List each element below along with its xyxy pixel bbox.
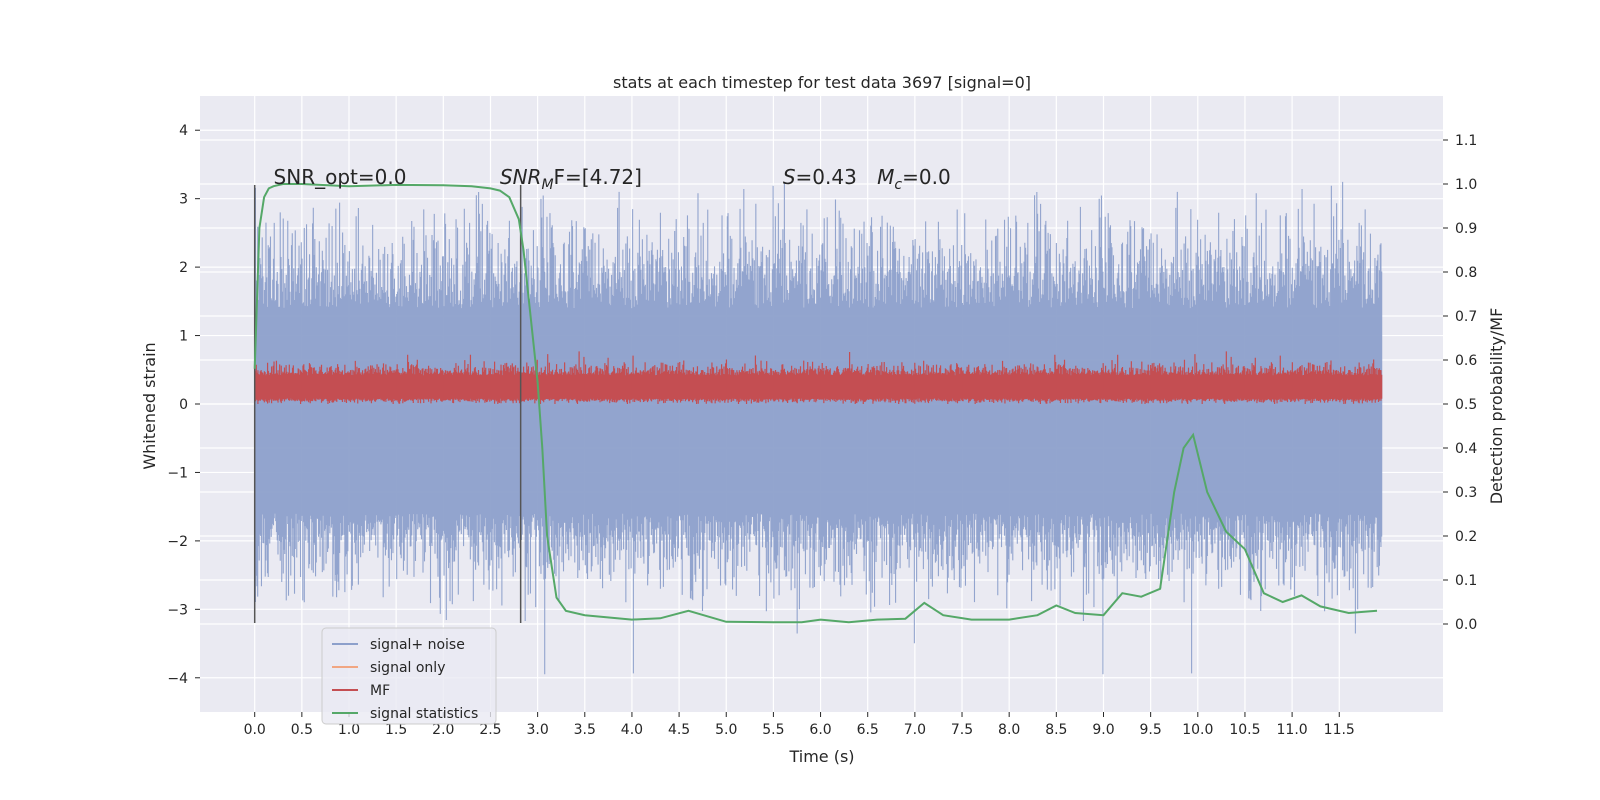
right-tick-label: 0.7 (1455, 309, 1477, 325)
annotation: Mc=0.0 (877, 165, 951, 193)
x-tick-label: 0.0 (244, 722, 266, 738)
x-tick-label: 5.5 (762, 722, 784, 738)
x-tick-label: 8.0 (998, 722, 1020, 738)
left-tick-label: −1 (167, 465, 188, 481)
x-tick-label: 10.5 (1229, 722, 1260, 738)
annotation-label: M (877, 165, 894, 189)
x-tick-label: 7.5 (951, 722, 973, 738)
left-tick-label: −2 (167, 534, 188, 550)
right-axis-label: Detection probability/MF (1487, 308, 1506, 505)
right-tick-label: 0.0 (1455, 617, 1477, 633)
x-tick-label: 11.5 (1324, 722, 1355, 738)
right-tick-label: 0.4 (1455, 441, 1477, 457)
annotation-label: SNR_opt=0.0 (274, 165, 407, 189)
right-tick-label: 0.8 (1455, 265, 1477, 281)
right-tick-label: 0.6 (1455, 353, 1477, 369)
left-tick-label: 2 (179, 260, 188, 276)
chart-title: stats at each timestep for test data 369… (613, 73, 1031, 92)
right-tick-label: 0.1 (1455, 573, 1477, 589)
x-tick-label: 1.0 (338, 722, 360, 738)
left-tick-label: −3 (167, 602, 188, 618)
left-tick-label: −4 (167, 671, 188, 687)
legend-entry: MF (370, 683, 390, 699)
x-tick-label: 10.0 (1182, 722, 1213, 738)
right-tick-label: 0.9 (1455, 221, 1477, 237)
legend: signal+ noise signal only MF signal statist… (321, 627, 497, 725)
left-tick-label: 3 (179, 192, 188, 208)
left-axis-label: Whitened strain (140, 342, 159, 469)
right-tick-label: 0.5 (1455, 397, 1477, 413)
annotation-subscript: M (541, 177, 553, 193)
x-axis-label: Time (s) (788, 747, 854, 766)
x-tick-label: 9.5 (1140, 722, 1162, 738)
legend-box (321, 627, 497, 725)
x-tick-label: 2.0 (432, 722, 454, 738)
annotation-value: =0.43 (796, 165, 857, 189)
annotation-value: F=[4.72] (554, 165, 642, 189)
x-tick-label: 3.0 (526, 722, 548, 738)
x-tick-label: 7.0 (904, 722, 926, 738)
x-axis-ticks: 0.0 0.5 1.0 1.5 2.0 2.5 3.0 3.5 4.0 4.5 5.0 5.5 6.0 6… (244, 712, 1355, 738)
x-tick-label: 4.5 (668, 722, 690, 738)
x-tick-label: 8.5 (1045, 722, 1067, 738)
legend-entry: signal+ noise (370, 637, 465, 653)
x-tick-label: 11.0 (1277, 722, 1308, 738)
x-tick-label: 6.0 (809, 722, 831, 738)
x-tick-label: 4.0 (621, 722, 643, 738)
annotation: SNR_opt=0.0 (274, 165, 407, 189)
x-tick-label: 0.5 (291, 722, 313, 738)
legend-entry: signal statistics (370, 706, 478, 722)
annotation-label: S (783, 165, 796, 189)
left-tick-label: 0 (179, 397, 188, 413)
annotation: S=0.43 (783, 165, 857, 189)
x-tick-label: 1.5 (385, 722, 407, 738)
x-tick-label: 9.0 (1092, 722, 1114, 738)
right-axis-ticks: 1.1 1.0 0.9 0.8 0.7 0.6 0.5 0.4 0.3 0.2 0.1 0.0 (1443, 133, 1477, 633)
left-tick-label: 4 (179, 123, 188, 139)
annotation: SNRMF=[4.72] (500, 165, 642, 193)
left-tick-label: 1 (179, 329, 188, 345)
x-tick-label: 6.5 (857, 722, 879, 738)
right-tick-label: 1.0 (1455, 177, 1477, 193)
right-tick-label: 0.2 (1455, 529, 1477, 545)
x-tick-label: 5.0 (715, 722, 737, 738)
legend-entry: signal only (370, 660, 445, 676)
left-axis-ticks: 4 3 2 1 0 −1 −2 −3 −4 (167, 123, 200, 687)
series-signal-statistics (253, 183, 1378, 624)
x-tick-label: 2.5 (479, 722, 501, 738)
annotations: SNR_opt=0.0 SNRMF=[4.72] S=0.43 Mc=0.0 (274, 165, 951, 193)
annotation-value: =0.0 (902, 165, 951, 189)
right-tick-label: 0.3 (1455, 485, 1477, 501)
vertical-lines (253, 184, 522, 624)
right-tick-label: 1.1 (1455, 133, 1477, 149)
x-tick-label: 3.5 (574, 722, 596, 738)
annotation-label: SNR (500, 165, 542, 189)
annotation-subscript: c (894, 177, 902, 193)
